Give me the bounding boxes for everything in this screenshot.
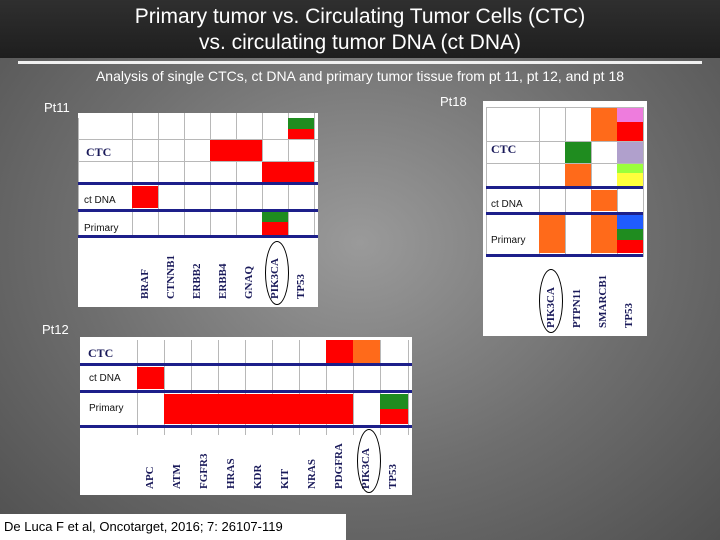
- title-divider: [18, 61, 702, 64]
- pt11-label: Pt11: [44, 100, 70, 115]
- pt11-pik3ca-circle: [265, 241, 289, 305]
- slide-title: Primary tumor vs. Circulating Tumor Cell…: [0, 0, 720, 58]
- pt11-ctdna-label: ct DNA: [84, 195, 116, 206]
- pt12-ctc-label: CTC: [88, 346, 114, 360]
- pt18-label: Pt18: [440, 94, 467, 109]
- pt18-ctdna-label: ct DNA: [491, 199, 523, 210]
- title-line-1: Primary tumor vs. Circulating Tumor Cell…: [134, 5, 586, 28]
- pt12-panel: CTC ct DNA Primary APC ATM FGFR3 HRAS KD…: [80, 337, 412, 495]
- pt18-panel: CTC ct DNA Primary PIK3CA PTPN11 SMARCB1…: [483, 101, 647, 336]
- pt12-pik3ca-circle: [357, 429, 381, 493]
- pt11-primary-label: Primary: [84, 223, 119, 234]
- pt12-primary-label: Primary: [89, 403, 124, 414]
- pt12-ctdna-label: ct DNA: [89, 373, 121, 384]
- slide-subtitle: Analysis of single CTCs, ct DNA and prim…: [95, 68, 625, 84]
- title-line-2: vs. circulating tumor DNA (ct DNA): [198, 31, 522, 54]
- pt18-ctc-label: CTC: [491, 142, 517, 156]
- pt18-primary-label: Primary: [491, 235, 526, 246]
- citation: De Luca F et al, Oncotarget, 2016; 7: 26…: [0, 514, 346, 540]
- pt12-label: Pt12: [42, 322, 69, 337]
- pt11-ctc-label: CTC: [86, 145, 112, 159]
- pt18-pik3ca-circle: [539, 269, 563, 333]
- pt11-panel: CTC ct DNA Primary BRAF CTNNB1 ERBB2 ERB…: [78, 113, 318, 307]
